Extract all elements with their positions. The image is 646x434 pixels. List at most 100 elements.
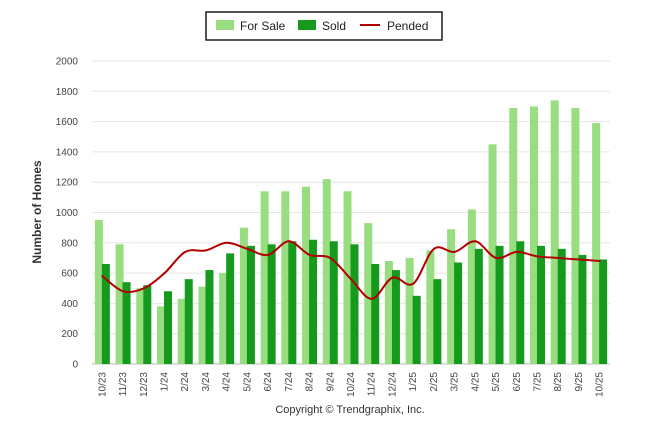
bar-sold [578, 254, 587, 364]
x-tick-label: 5/24 [242, 372, 253, 392]
x-tick-label: 9/24 [325, 372, 336, 392]
bar-sold [143, 285, 152, 364]
bar-for-sale [177, 298, 186, 364]
bar-for-sale [157, 306, 166, 364]
pended-point [225, 241, 228, 244]
x-tick-label: 10/25 [595, 372, 606, 397]
x-tick-label: 11/23 [118, 372, 129, 397]
pended-point [184, 250, 187, 253]
pended-point [287, 240, 290, 243]
bar-for-sale [198, 286, 207, 364]
y-tick-label: 1200 [56, 178, 79, 189]
bar-for-sale [467, 209, 476, 364]
x-tick-label: 3/24 [201, 372, 212, 392]
bar-sold [101, 264, 110, 364]
bar-sold [246, 245, 255, 364]
x-tick-label: 6/25 [512, 372, 523, 392]
bar-sold [288, 241, 297, 364]
bar-for-sale [136, 288, 145, 364]
x-tick-label: 2/25 [429, 372, 440, 392]
pended-point [350, 278, 352, 281]
x-tick-label: 9/25 [574, 372, 585, 392]
pended-line-layer [101, 240, 601, 300]
bar-sold [557, 248, 566, 364]
x-tick-label: 3/25 [450, 372, 461, 392]
bar-for-sale [405, 257, 414, 364]
bar-sold [164, 291, 173, 364]
bar-for-sale [239, 227, 248, 364]
x-tick-label: 10/23 [97, 372, 108, 397]
bar-for-sale [281, 191, 290, 364]
y-tick-label: 400 [61, 299, 78, 310]
x-tick-label: 5/25 [491, 372, 502, 392]
bar-for-sale [260, 191, 269, 364]
bar-for-sale [592, 123, 601, 365]
x-axis: 10/23 11/23 12/23 1/24 2/24 3/24 4/24 5/24 6/24 7… [97, 372, 605, 397]
x-tick-label: 1/24 [160, 372, 171, 392]
bar-for-sale [115, 244, 124, 364]
bar-sold [184, 279, 193, 364]
pended-point [329, 256, 332, 259]
bar-for-sale [571, 107, 580, 364]
bar-sold [474, 248, 483, 364]
bar-for-sale [447, 229, 456, 364]
y-tick-label: 0 [72, 360, 78, 371]
bar-for-sale [426, 250, 435, 364]
bar-sold [454, 262, 463, 364]
x-tick-label: 10/24 [346, 372, 357, 397]
pended-point [412, 282, 415, 285]
bar-for-sale [322, 179, 331, 364]
legend-label-for-sale: For Sale [240, 19, 286, 33]
y-tick-label: 800 [61, 238, 78, 249]
pended-point [246, 247, 249, 250]
x-tick-label: 1/25 [408, 372, 419, 392]
pended-point [577, 258, 580, 261]
y-tick-label: 600 [61, 269, 78, 280]
x-tick-label: 7/25 [532, 372, 543, 392]
x-tick-label: 8/24 [305, 372, 316, 392]
pended-point [370, 297, 373, 300]
pended-point [495, 256, 498, 259]
legend-shadow [207, 39, 443, 41]
y-tick-label: 1600 [56, 117, 79, 128]
legend-box [205, 11, 443, 41]
x-tick-label: 4/25 [470, 372, 481, 392]
x-tick-label: 6/24 [263, 372, 274, 392]
bar-sold [122, 282, 131, 364]
bar-sold [516, 241, 525, 364]
pended-point [391, 276, 394, 279]
pended-point [122, 290, 125, 293]
bars [94, 100, 608, 365]
y-tick-label: 2000 [56, 57, 79, 68]
bar-sold [371, 264, 380, 364]
pended-point [515, 250, 518, 253]
legend-swatch-for-sale [216, 20, 234, 30]
y-tick-label: 1400 [56, 147, 79, 158]
x-tick-label: 2/24 [180, 372, 191, 392]
x-tick-label: 11/24 [367, 372, 378, 397]
legend: For Sale Sold Pended [205, 11, 443, 41]
bar-sold [536, 245, 545, 364]
bar-for-sale [302, 186, 311, 364]
x-tick-label: 8/25 [553, 372, 564, 392]
y-tick-label: 1800 [56, 87, 79, 98]
bar-sold [599, 259, 608, 364]
legend-swatch-sold [298, 20, 316, 30]
bar-for-sale [550, 100, 559, 364]
x-tick-label: 4/24 [222, 372, 233, 392]
bar-sold [205, 270, 214, 364]
y-axis-label: Number of Homes [30, 160, 44, 264]
y-tick-label: 200 [61, 329, 78, 340]
bar-for-sale [343, 191, 352, 364]
bar-sold [433, 279, 442, 364]
bar-sold [329, 241, 338, 364]
bar-sold [226, 253, 235, 364]
pended-point [453, 250, 456, 253]
bar-sold [350, 244, 359, 364]
bar-for-sale [488, 144, 497, 364]
x-tick-label: 12/23 [139, 372, 150, 397]
pended-point [536, 255, 539, 258]
pended-point [308, 253, 311, 256]
bar-for-sale [509, 107, 518, 364]
